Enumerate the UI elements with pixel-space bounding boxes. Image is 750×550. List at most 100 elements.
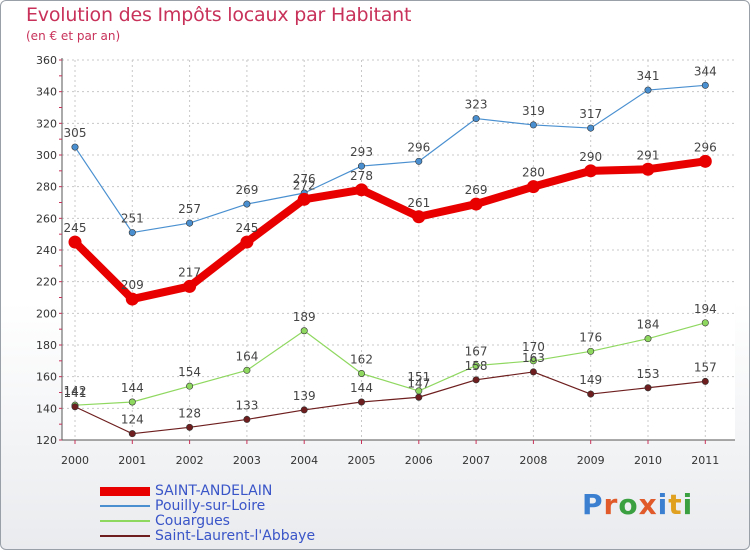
data-label: 151: [407, 370, 430, 384]
y-tick-label: 240: [36, 244, 57, 257]
data-point: [357, 398, 365, 406]
data-label: 317: [579, 107, 602, 121]
data-label: 290: [579, 150, 602, 164]
data-label: 293: [350, 145, 373, 159]
data-label: 194: [694, 302, 717, 316]
data-label: 251: [121, 212, 144, 226]
series-line-0: [71, 157, 710, 304]
logo-letter: x: [638, 488, 658, 521]
data-point: [357, 369, 365, 377]
x-tick-label: 2010: [634, 454, 662, 467]
logo-letter: t: [668, 488, 683, 521]
data-point: [701, 377, 709, 385]
chart-title: Evolution des Impôts locaux par Habitant: [26, 4, 412, 26]
data-point: [186, 219, 194, 227]
x-tick-label: 2011: [691, 454, 719, 467]
legend-label: Saint-Laurent-l'Abbaye: [155, 528, 316, 544]
data-label: 162: [350, 353, 373, 367]
data-point: [472, 362, 480, 370]
x-tick-label: 2008: [519, 454, 547, 467]
data-point: [357, 162, 365, 170]
data-point: [240, 235, 254, 249]
data-label: 167: [465, 345, 488, 359]
legend-swatch: [100, 486, 150, 496]
data-label: 296: [694, 140, 717, 154]
data-label: 158: [465, 359, 488, 373]
x-tick-label: 2001: [118, 454, 146, 467]
data-point: [125, 292, 139, 306]
data-label: 142: [64, 384, 87, 398]
data-label: 245: [235, 221, 258, 235]
x-tick-label: 2000: [61, 454, 89, 467]
series-line-1: [74, 84, 706, 234]
data-point: [587, 347, 595, 355]
data-point: [186, 382, 194, 390]
y-tick-label: 220: [36, 276, 57, 289]
data-point: [183, 279, 197, 293]
data-label: 209: [121, 278, 144, 292]
data-label: 305: [64, 126, 87, 140]
data-point: [701, 319, 709, 327]
data-point: [529, 357, 537, 365]
y-tick-label: 360: [36, 54, 57, 67]
data-point: [415, 157, 423, 165]
data-label: 153: [637, 367, 660, 381]
data-label: 341: [637, 69, 660, 83]
x-tick-label: 2005: [348, 454, 376, 467]
data-label: 176: [579, 330, 602, 344]
data-label: 133: [235, 398, 258, 412]
data-point: [300, 406, 308, 414]
data-label: 184: [637, 318, 660, 332]
legend-swatch: [100, 520, 150, 522]
logo-letter: P: [582, 488, 604, 521]
data-point: [469, 197, 483, 211]
data-label: 269: [465, 183, 488, 197]
x-tick-label: 2006: [405, 454, 433, 467]
data-label: 124: [121, 413, 144, 427]
legend-swatch: [100, 505, 150, 507]
data-point: [243, 415, 251, 423]
y-tick-label: 140: [36, 402, 57, 415]
data-label: 157: [694, 360, 717, 374]
x-tick-label: 2004: [290, 454, 318, 467]
logo-letter: r: [603, 488, 619, 521]
data-point: [641, 162, 655, 176]
data-point: [472, 115, 480, 123]
legend-label: SAINT-ANDELAIN: [155, 483, 273, 499]
y-tick-label: 260: [36, 212, 57, 225]
data-label: 323: [465, 98, 488, 112]
y-tick-label: 200: [36, 307, 57, 320]
legend-swatch: [100, 535, 150, 537]
data-label: 257: [178, 202, 201, 216]
x-tick-label: 2009: [577, 454, 605, 467]
data-point: [297, 192, 311, 206]
y-tick-label: 160: [36, 371, 57, 384]
data-point: [128, 229, 136, 237]
data-point: [526, 180, 540, 194]
data-point: [587, 124, 595, 132]
legend-label: Pouilly-sur-Loire: [155, 498, 266, 514]
y-tick-label: 340: [36, 86, 57, 99]
y-tick-label: 180: [36, 339, 57, 352]
data-label: 128: [178, 406, 201, 420]
data-label: 189: [293, 310, 316, 324]
data-label: 296: [407, 140, 430, 154]
chart-subtitle: (en € et par an): [26, 29, 121, 43]
x-tick-label: 2002: [176, 454, 204, 467]
y-tick-label: 280: [36, 181, 57, 194]
data-label: 344: [694, 64, 717, 78]
x-tick-label: 2003: [233, 454, 261, 467]
data-label: 261: [407, 196, 430, 210]
data-label: 291: [637, 148, 660, 162]
data-point: [128, 398, 136, 406]
data-point: [68, 235, 82, 249]
data-label: 278: [350, 169, 373, 183]
proxiti-logo: Proxiti: [582, 488, 693, 521]
data-label: 144: [350, 381, 373, 395]
data-label: 154: [178, 365, 201, 379]
data-point: [529, 368, 537, 376]
data-point: [300, 327, 308, 335]
data-point: [472, 376, 480, 384]
data-label: 319: [522, 104, 545, 118]
data-label: 141: [64, 386, 87, 400]
